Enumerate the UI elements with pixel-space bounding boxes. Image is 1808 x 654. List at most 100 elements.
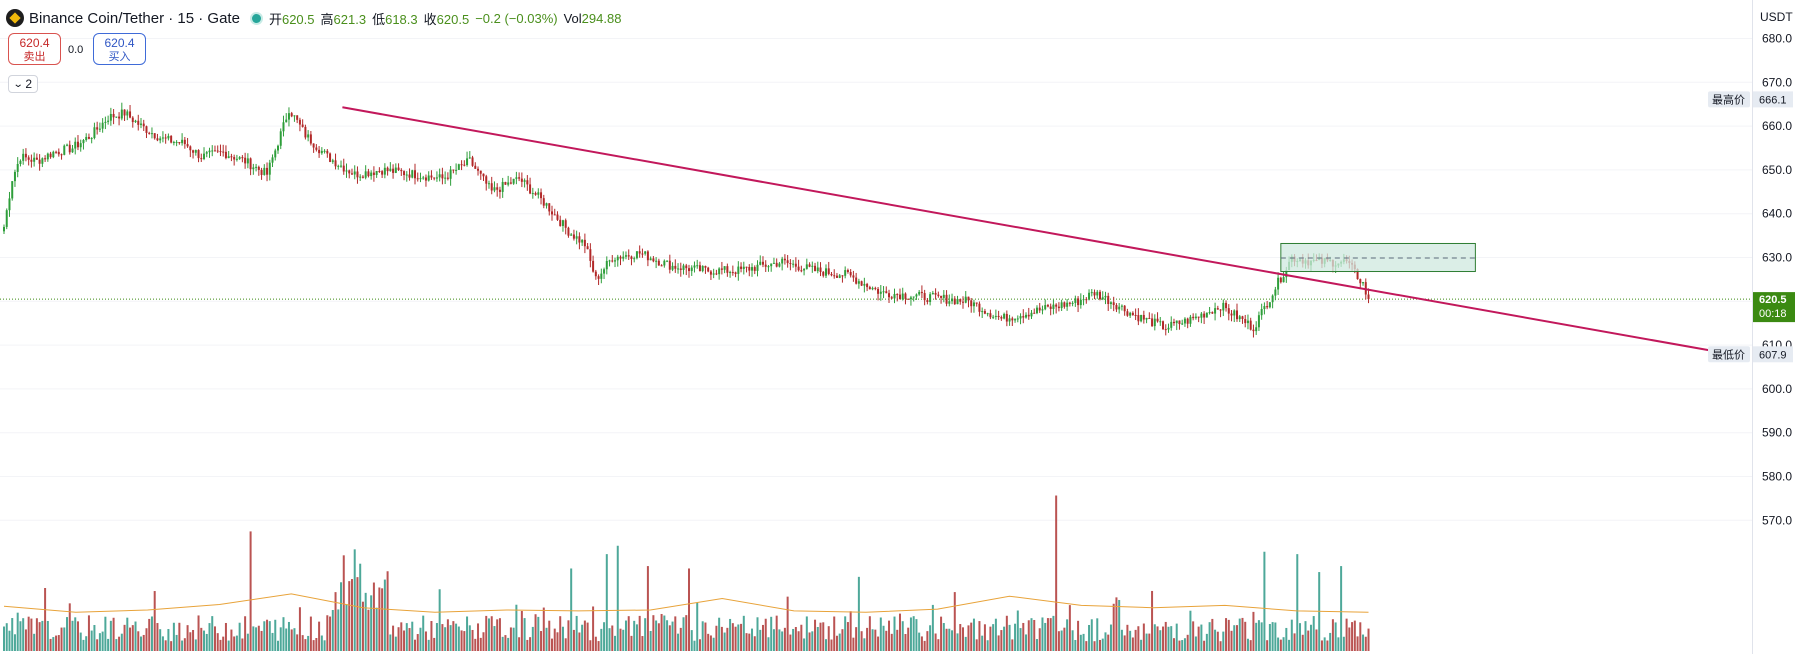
volume-bar	[789, 634, 792, 651]
candle-body	[1088, 292, 1091, 300]
volume-bar	[82, 639, 85, 651]
volume-bar	[1282, 637, 1285, 651]
volume-bar	[249, 531, 252, 651]
low-marker-label: 最低价	[1712, 348, 1745, 361]
candle-body	[498, 189, 501, 192]
candle-body	[1367, 294, 1370, 300]
volume-bars	[3, 495, 1370, 651]
volume-bar	[1326, 640, 1329, 651]
candle-body	[504, 181, 507, 185]
volume-bar	[1068, 605, 1071, 651]
candle-body	[271, 157, 274, 163]
volume-bar	[682, 617, 685, 651]
volume-bar	[156, 623, 159, 651]
volume-bar	[1052, 615, 1055, 651]
candle-body	[627, 255, 630, 257]
candle-body	[268, 162, 271, 175]
volume-bar	[1246, 638, 1249, 651]
candle-body	[1260, 309, 1263, 316]
volume-bar	[1107, 634, 1110, 651]
volume-bar	[479, 637, 482, 651]
candle-body	[652, 258, 655, 262]
volume-bar	[345, 604, 348, 651]
candle-body	[274, 150, 277, 158]
candle-body	[981, 311, 984, 313]
candle-body	[986, 313, 989, 315]
candle-body	[161, 137, 164, 139]
volume-bar	[131, 625, 134, 651]
volume-bar	[575, 615, 578, 651]
volume-bar	[781, 631, 784, 651]
candle-body	[698, 265, 701, 272]
candle-body	[915, 294, 918, 297]
candle-body	[866, 283, 869, 288]
volume-bar	[63, 627, 66, 651]
candle-body	[688, 268, 690, 272]
volume-bar	[175, 634, 178, 651]
candle-body	[1014, 319, 1017, 321]
candle-body	[482, 173, 485, 177]
volume-bar	[1342, 636, 1345, 651]
candle-body	[1107, 295, 1110, 305]
volume-bar	[624, 620, 627, 651]
candle-body	[137, 120, 140, 125]
candle-body	[312, 143, 315, 148]
volume-bar	[918, 632, 921, 651]
volume-bar	[611, 625, 614, 651]
volume-bar	[419, 627, 422, 651]
current-price-tag: 620.5 00:18	[1753, 292, 1795, 323]
candle-body	[348, 170, 351, 174]
volume-bar	[211, 616, 214, 651]
volume-bar	[477, 623, 480, 651]
volume-bar	[148, 618, 151, 651]
volume-bar	[416, 634, 419, 651]
buy-button[interactable]: 620.4 买入	[93, 33, 146, 65]
sell-button[interactable]: 620.4 卖出	[8, 33, 61, 65]
candle-body	[66, 144, 69, 146]
candle-body	[841, 275, 844, 277]
volume-bar	[301, 635, 304, 651]
candle-body	[970, 300, 973, 307]
candle-body	[427, 175, 430, 181]
volume-bar	[3, 626, 5, 651]
volume-bar	[490, 616, 493, 651]
candle-body	[1027, 314, 1030, 317]
candle-body	[671, 265, 674, 270]
price-tick-label: 580.0	[1762, 470, 1792, 484]
candle-body	[394, 167, 397, 173]
volume-bar	[364, 592, 367, 651]
bnb-logo-icon	[6, 9, 24, 27]
candle-body	[701, 265, 704, 272]
trendline[interactable]	[342, 106, 1713, 352]
candle-body	[937, 294, 940, 296]
sell-price: 620.4	[19, 36, 50, 50]
candle-body	[893, 294, 896, 299]
candle-body	[1230, 313, 1233, 316]
volume-bar	[400, 622, 403, 651]
currency-label[interactable]: USDT	[1760, 10, 1793, 24]
volume-bar	[1071, 630, 1074, 651]
symbol-title[interactable]: Binance Coin/Tether · 15 · Gate	[29, 9, 240, 27]
volume-bar	[455, 623, 458, 651]
volume-bar	[120, 633, 123, 651]
candle-body	[101, 122, 104, 129]
candle-body	[230, 156, 233, 158]
candle-body	[1274, 289, 1277, 296]
volume-bar	[1222, 631, 1225, 651]
volume-bar	[504, 635, 507, 651]
volume-bar	[329, 616, 332, 651]
candle-body	[912, 296, 915, 298]
volume-bar	[1178, 640, 1181, 651]
volume-bar	[1099, 639, 1101, 651]
volume-bar	[271, 632, 274, 651]
volume-bar	[794, 627, 797, 651]
volume-bar	[992, 624, 995, 651]
candle-body	[307, 134, 310, 138]
volume-bar	[468, 625, 471, 651]
volume-bar	[1304, 621, 1307, 651]
volume-bar	[926, 631, 929, 651]
indicators-toggle-button[interactable]: ⌄ 2	[8, 75, 38, 93]
candle-body	[953, 298, 956, 305]
candle-body	[1008, 318, 1011, 322]
